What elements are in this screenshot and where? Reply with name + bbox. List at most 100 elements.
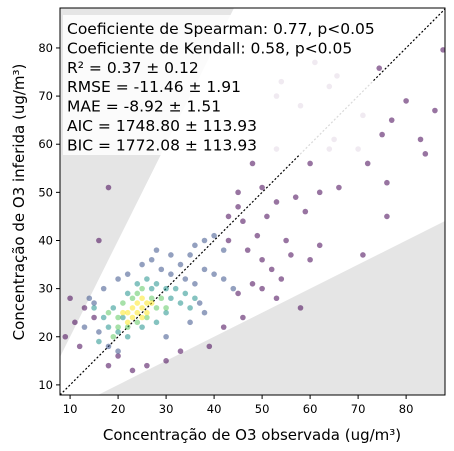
point: [240, 314, 246, 321]
y-tick-label: 80: [38, 41, 53, 55]
point: [72, 319, 78, 326]
point: [440, 47, 445, 53]
point: [379, 131, 385, 138]
point: [115, 276, 121, 282]
point: [206, 343, 213, 350]
point: [134, 290, 141, 297]
point: [158, 295, 165, 302]
point: [91, 305, 97, 311]
point: [91, 300, 97, 306]
point: [153, 281, 160, 287]
point: [120, 309, 126, 316]
point: [192, 281, 198, 287]
point: [105, 324, 112, 330]
point: [384, 179, 390, 186]
point: [273, 295, 280, 302]
point: [110, 333, 117, 340]
y-tick-label: 10: [38, 378, 53, 392]
point: [100, 285, 107, 292]
point: [124, 333, 131, 340]
point: [403, 98, 409, 104]
point: [105, 343, 112, 350]
point: [100, 314, 107, 321]
point: [168, 295, 174, 302]
point: [124, 271, 131, 277]
x-tick-label: 80: [399, 402, 414, 416]
x-tick-label: 30: [159, 402, 174, 416]
point: [225, 213, 232, 220]
point: [388, 117, 395, 123]
y-tick-label: 60: [38, 137, 53, 151]
x-axis-label: Concentração de O3 observada (ug/m³): [103, 426, 401, 444]
annotation: MAE = -8.92 ± 1.51: [67, 98, 221, 116]
point: [158, 266, 165, 273]
x-tick-label: 60: [303, 402, 318, 416]
point: [120, 314, 126, 321]
point: [144, 276, 150, 282]
point: [144, 300, 150, 306]
point: [153, 247, 160, 253]
point: [201, 266, 208, 273]
point: [105, 184, 112, 191]
point: [91, 314, 97, 321]
point: [225, 237, 232, 244]
x-tick-label: 10: [63, 402, 78, 416]
point: [124, 319, 131, 326]
point: [187, 319, 193, 326]
point: [364, 160, 371, 167]
point: [115, 324, 121, 330]
x-tick-label: 50: [255, 402, 270, 416]
point: [177, 261, 184, 268]
point: [139, 324, 145, 330]
point: [81, 324, 88, 330]
point: [220, 324, 227, 330]
point: [129, 367, 136, 374]
point: [283, 237, 289, 244]
point: [134, 300, 141, 306]
y-tick-label: 20: [38, 330, 53, 344]
point: [124, 309, 131, 316]
point: [177, 300, 184, 306]
point: [177, 348, 184, 354]
x-tick-label: 20: [111, 402, 126, 416]
point: [76, 343, 83, 350]
point: [134, 319, 141, 326]
point: [139, 314, 145, 321]
point: [129, 314, 136, 321]
point: [384, 213, 390, 220]
point: [124, 324, 131, 330]
point: [259, 184, 265, 191]
point: [259, 285, 265, 292]
point: [62, 333, 69, 340]
point: [168, 252, 174, 258]
point: [86, 295, 93, 302]
point: [187, 305, 193, 311]
point: [163, 285, 169, 292]
point: [144, 362, 150, 369]
annotation: Coeficiente de Spearman: 0.77, p<0.05: [67, 20, 375, 38]
point: [96, 237, 102, 244]
point: [192, 242, 198, 249]
point: [254, 232, 261, 239]
point: [148, 256, 155, 263]
point: [259, 256, 265, 263]
point: [163, 305, 169, 311]
point: [105, 362, 112, 369]
point: [244, 247, 251, 253]
point: [105, 309, 112, 316]
x-tick-label: 40: [207, 402, 222, 416]
x-tick-label: 70: [351, 402, 366, 416]
point: [129, 305, 136, 311]
point: [144, 314, 150, 321]
point: [134, 309, 141, 316]
y-tick-label: 30: [38, 282, 53, 296]
point: [268, 266, 275, 273]
shade-region: [97, 220, 445, 395]
point: [139, 261, 145, 268]
point: [360, 252, 366, 258]
annotation: AIC = 1748.80 ± 113.93: [67, 117, 257, 135]
point: [129, 295, 136, 302]
point: [211, 232, 217, 239]
point: [376, 65, 383, 71]
point: [316, 189, 323, 196]
